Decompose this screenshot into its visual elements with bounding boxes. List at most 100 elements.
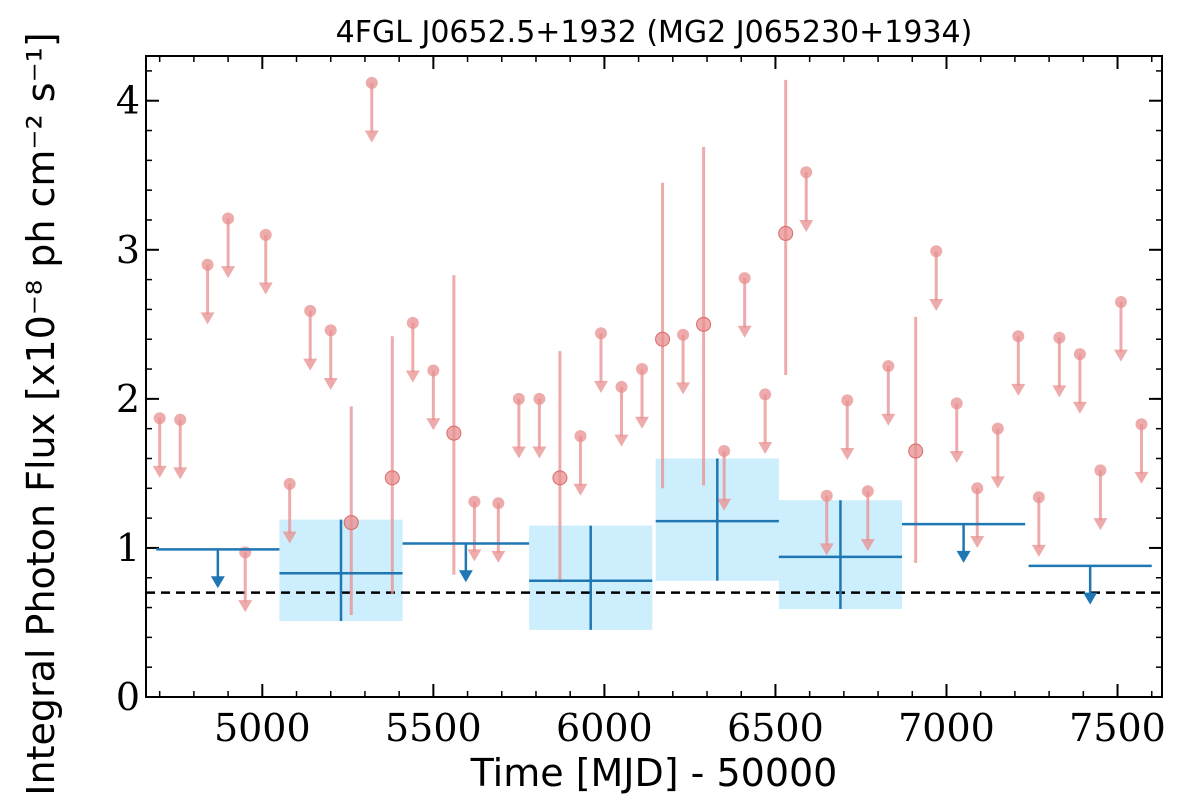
short-bin-upper-limit-arrow — [1052, 385, 1067, 398]
short-bin-upper-limit-arrow — [860, 538, 875, 551]
short-bin-point — [908, 443, 924, 459]
short-bin-upper-limit-arrow — [635, 416, 650, 429]
short-bin-upper-limit-arrow — [532, 446, 547, 459]
short-bin-upper-limit-point — [1053, 331, 1066, 344]
short-bin-upper-limit-arrow — [405, 370, 420, 383]
short-bin-upper-limit-point — [1012, 330, 1025, 343]
y-tick-label: 0 — [116, 675, 140, 719]
short-bin-upper-limit-point — [718, 445, 731, 458]
short-bin-upper-limit-point — [861, 485, 874, 498]
short-bin-upper-limit-arrow — [1134, 471, 1149, 484]
short-bin-point — [343, 515, 359, 531]
short-bin-upper-limit-point — [759, 388, 772, 401]
short-bin-upper-limit-point — [492, 497, 505, 510]
short-bin-upper-limit-point — [841, 394, 854, 407]
short-bin-upper-limit-point — [1073, 348, 1086, 361]
short-bin-upper-limit-arrow — [323, 377, 338, 390]
short-bin-upper-limit-point — [222, 212, 235, 225]
short-bin-upper-limit-point — [1114, 295, 1127, 308]
short-bin-upper-limit-arrow — [1113, 349, 1128, 362]
short-bin-upper-limit-point — [991, 422, 1004, 435]
short-bin-upper-limit-point — [153, 412, 166, 425]
short-bin-upper-limit-arrow — [282, 531, 297, 544]
short-bin-upper-limit-point — [882, 360, 895, 373]
short-bin-upper-limit-point — [324, 324, 337, 337]
long-bin-upper-limit-arrow — [956, 550, 971, 563]
short-bin-upper-limit-point — [1135, 418, 1148, 431]
short-bin-upper-limit-arrow — [173, 467, 188, 480]
short-bin-upper-limit-arrow — [511, 446, 526, 459]
short-bin-upper-limit-arrow — [491, 550, 506, 563]
short-bin-upper-limit-point — [594, 327, 607, 340]
short-bin-upper-limit-point — [930, 245, 943, 258]
x-tick-label: 6500 — [727, 706, 824, 750]
x-tick-label: 6000 — [556, 706, 653, 750]
short-bin-upper-limit-arrow — [929, 298, 944, 311]
short-bin-upper-limit-point — [365, 76, 378, 89]
short-bin-upper-limit-arrow — [200, 312, 215, 325]
short-bin-upper-limit-arrow — [426, 418, 441, 431]
short-bin-upper-limit-arrow — [593, 380, 608, 393]
short-bin-upper-limit-arrow — [258, 282, 273, 295]
x-axis-label: Time [MJD] - 50000 — [470, 751, 838, 795]
short-bin-upper-limit-point — [800, 166, 813, 179]
short-bin-upper-limit-point — [574, 430, 587, 443]
short-bin-point — [655, 331, 671, 347]
short-bin-point — [446, 425, 462, 441]
short-bin-upper-limit-point — [406, 316, 419, 329]
short-bin-upper-limit-arrow — [364, 130, 379, 143]
short-bin-point — [778, 225, 794, 241]
short-bin-upper-limit-arrow — [758, 442, 773, 455]
x-tick-label: 7500 — [1069, 706, 1166, 750]
short-bin-upper-limit-arrow — [970, 535, 985, 548]
short-bin-upper-limit-point — [283, 477, 296, 490]
short-bin-point — [696, 316, 712, 332]
x-tick-label: 5500 — [385, 706, 482, 750]
short-bin-upper-limit-arrow — [799, 219, 814, 232]
short-bin-upper-limit-arrow — [819, 543, 834, 556]
y-axis-label: Integral Photon Flux [x10⁻⁸ ph cm⁻² s⁻¹] — [19, 32, 63, 795]
short-bin-upper-limit-point — [304, 304, 317, 317]
short-bin-upper-limit-point — [615, 380, 628, 393]
short-bin-upper-limit-point — [971, 482, 984, 495]
short-bin-upper-limit-arrow — [676, 382, 691, 395]
short-bin-upper-limit-arrow — [1093, 518, 1108, 531]
short-bin-upper-limit-arrow — [573, 483, 588, 496]
short-bin-upper-limit-arrow — [737, 325, 752, 338]
short-bin-upper-limit-arrow — [152, 465, 167, 478]
short-bin-upper-limit-point — [259, 228, 272, 241]
short-bin-upper-limit-arrow — [1011, 383, 1026, 396]
long-bin-upper-limit-arrow — [1083, 592, 1098, 605]
y-tick-label: 1 — [116, 526, 140, 570]
short-bin-upper-limit-point — [512, 392, 525, 405]
long-bin-upper-limit-arrow — [458, 570, 473, 583]
short-bin-upper-limit-arrow — [467, 549, 482, 562]
short-bin-upper-limit-point — [820, 489, 833, 502]
short-bin-upper-limit-arrow — [1031, 544, 1046, 557]
short-bin-upper-limit-point — [738, 272, 751, 285]
short-bin-upper-limit-arrow — [881, 413, 896, 426]
y-tick-label: 2 — [116, 377, 140, 421]
plot-frame — [145, 55, 1163, 698]
short-bin-upper-limit-point — [427, 364, 440, 377]
short-bin-upper-limit-point — [636, 363, 649, 376]
y-tick-label: 4 — [116, 79, 140, 123]
x-tick-label: 5000 — [214, 706, 311, 750]
short-bin-upper-limit-arrow — [238, 600, 253, 613]
short-bin-upper-limit-arrow — [303, 358, 318, 371]
short-bin-upper-limit-arrow — [949, 450, 964, 463]
short-bin-upper-limit-arrow — [614, 434, 629, 447]
long-bin-upper-limit-arrow — [210, 576, 225, 589]
short-bin-upper-limit-point — [201, 258, 214, 271]
short-bin-upper-limit-point — [468, 495, 481, 508]
short-bin-upper-limit-point — [677, 328, 690, 341]
short-bin-upper-limit-arrow — [717, 498, 732, 511]
short-bin-point — [552, 470, 568, 486]
short-bin-upper-limit-point — [533, 392, 546, 405]
short-bin-upper-limit-point — [174, 413, 187, 426]
plot-area: 5000 5500 6000 6500 7000 7500 0 1 2 3 4 — [116, 56, 1166, 750]
short-bin-upper-limit-arrow — [1072, 401, 1087, 414]
short-bin-upper-limit-point — [950, 397, 963, 410]
short-bin-upper-limit-arrow — [840, 448, 855, 461]
